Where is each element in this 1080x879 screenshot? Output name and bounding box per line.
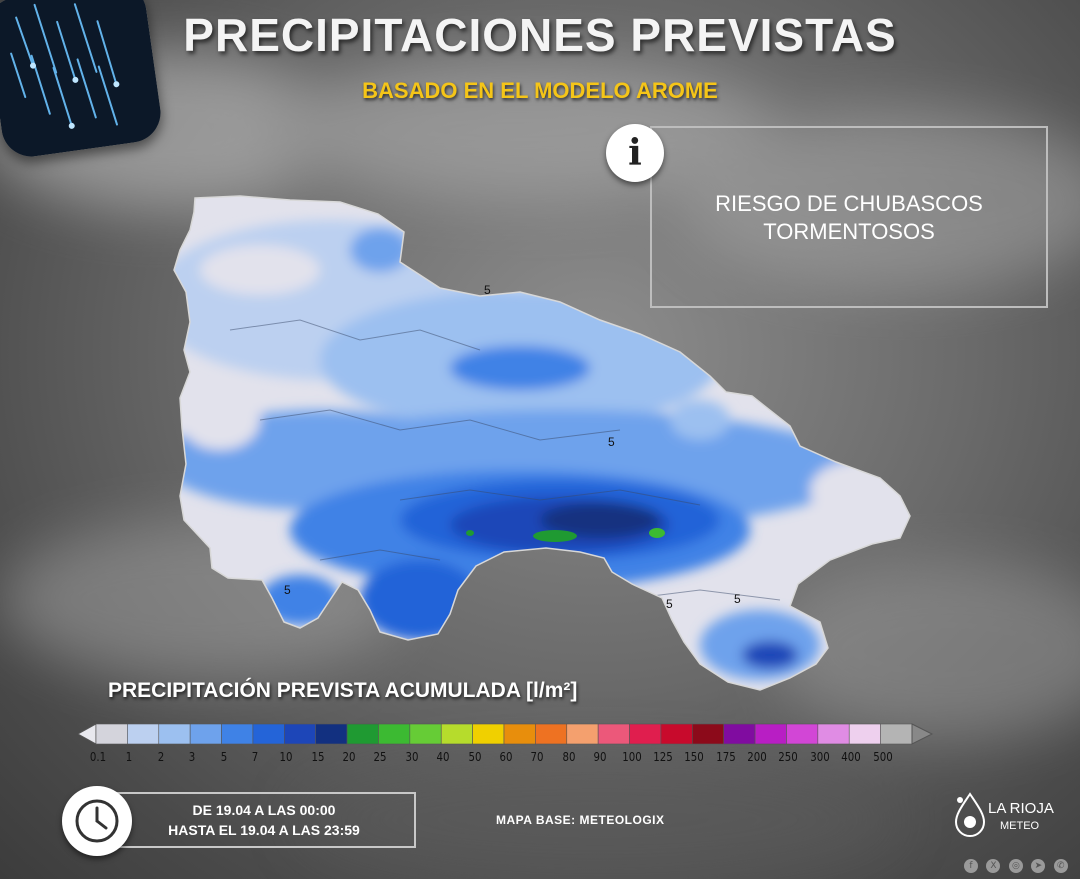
legend-tick-label: 2 bbox=[157, 750, 165, 764]
legend-swatch bbox=[692, 723, 724, 745]
legend-tick-label: 10 bbox=[279, 750, 293, 764]
info-line-1: RIESGO DE CHUBASCOS bbox=[715, 191, 983, 216]
legend-tick-label: 175 bbox=[715, 750, 736, 764]
legend-tick-label: 400 bbox=[841, 750, 861, 764]
page-subtitle: BASADO EN EL MODELO AROME bbox=[362, 78, 718, 103]
legend-tick-label: 300 bbox=[810, 750, 830, 764]
contour-label: 5 bbox=[666, 597, 673, 611]
legend-swatch bbox=[817, 723, 850, 745]
legend-swatch bbox=[880, 723, 913, 745]
legend-tick-label: 60 bbox=[499, 750, 513, 764]
legend-tick-label: 0.1 bbox=[89, 750, 107, 764]
x-icon[interactable]: X bbox=[986, 859, 1001, 873]
legend-swatch bbox=[378, 723, 411, 745]
page-title: PRECIPITACIONES PREVISTAS bbox=[183, 9, 897, 61]
legend-swatch bbox=[158, 723, 191, 745]
contour-label: 5 bbox=[284, 583, 291, 597]
legend-tick-label: 100 bbox=[621, 750, 642, 764]
legend-tick-label: 500 bbox=[872, 750, 893, 764]
legend-swatch bbox=[629, 723, 662, 745]
legend-over-arrow bbox=[911, 723, 934, 745]
legend-tick-label: 15 bbox=[311, 750, 325, 764]
info-line-2: TORMENTOSOS bbox=[763, 219, 935, 244]
legend-swatch bbox=[409, 723, 442, 745]
legend-swatch bbox=[660, 723, 693, 745]
legend-tick-label: 90 bbox=[593, 750, 607, 764]
legend-swatch bbox=[472, 723, 505, 745]
legend-tick-label: 40 bbox=[436, 750, 450, 764]
legend-tick-label: 125 bbox=[653, 750, 673, 764]
legend-title: PRECIPITACIÓN PREVISTA ACUMULADA [l/m²] bbox=[108, 679, 578, 702]
social-links: f X ◎ ➤ ✆ bbox=[964, 855, 1072, 873]
legend-tick-label: 30 bbox=[405, 750, 419, 764]
legend-swatch bbox=[440, 723, 473, 745]
logo-name: LA RIOJA bbox=[988, 800, 1054, 817]
legend-tick-label: 200 bbox=[747, 750, 767, 764]
legend-swatch bbox=[252, 723, 285, 745]
legend-tick-label: 250 bbox=[778, 750, 799, 764]
whatsapp-icon[interactable]: ✆ bbox=[1053, 859, 1068, 873]
legend-tick-label: 5 bbox=[220, 750, 227, 764]
facebook-icon[interactable]: f bbox=[964, 859, 978, 873]
date-from: DE 19.04 A LAS 00:00 bbox=[192, 802, 336, 818]
logo-sub: METEO bbox=[1000, 820, 1040, 832]
legend-tick-label: 1 bbox=[126, 750, 133, 764]
contour-label: 5 bbox=[734, 592, 741, 606]
legend-swatch bbox=[189, 723, 222, 745]
legend-swatch bbox=[221, 723, 254, 745]
legend-tick-label: 80 bbox=[562, 750, 576, 764]
legend-swatch bbox=[535, 723, 568, 745]
contour-label: 5 bbox=[608, 435, 615, 449]
legend-tick-label: 7 bbox=[251, 750, 259, 764]
legend-swatch bbox=[95, 723, 128, 745]
legend-tick-label: 3 bbox=[188, 750, 196, 764]
legend-swatch bbox=[346, 723, 379, 745]
legend-swatch bbox=[848, 723, 881, 745]
instagram-icon[interactable]: ◎ bbox=[1008, 859, 1023, 873]
legend-tick-label: 70 bbox=[530, 750, 544, 764]
legend-tick-label: 20 bbox=[342, 750, 356, 764]
legend-swatch bbox=[315, 723, 348, 745]
legend-swatch bbox=[503, 723, 536, 745]
clock-icon bbox=[62, 786, 132, 856]
map-base-credit: MAPA BASE: METEOLOGIX bbox=[496, 813, 665, 827]
contour-label: 5 bbox=[484, 283, 491, 297]
legend-swatch bbox=[786, 723, 819, 745]
legend-labels: 0.1 1 2 3 5 7 10 15 20 25 30 40 50 60 70 80 90 100 125 150 1… bbox=[0, 750, 1080, 770]
info-panel: RIESGO DE CHUBASCOS TORMENTOSOS bbox=[650, 126, 1048, 308]
date-to: HASTA EL 19.04 A LAS 23:59 bbox=[168, 822, 360, 838]
legend-swatch bbox=[284, 723, 316, 745]
legend-swatch bbox=[566, 723, 599, 745]
rain-icon bbox=[0, 0, 165, 161]
legend-swatch bbox=[127, 723, 160, 745]
logo: LA RIOJA METEO bbox=[950, 790, 1070, 850]
legend-swatch bbox=[597, 723, 630, 745]
legend-swatch bbox=[754, 723, 787, 745]
info-text: RIESGO DE CHUBASCOS TORMENTOSOS bbox=[652, 190, 1046, 246]
info-icon: i bbox=[606, 124, 664, 182]
legend-tick-label: 150 bbox=[684, 750, 705, 764]
legend-tick-label: 50 bbox=[468, 750, 482, 764]
legend-swatch bbox=[723, 723, 756, 745]
telegram-icon[interactable]: ➤ bbox=[1031, 859, 1046, 873]
legend-color-bar bbox=[78, 723, 934, 745]
legend-under-arrow bbox=[78, 723, 97, 745]
date-range-box: DE 19.04 A LAS 00:00 HASTA EL 19.04 A LA… bbox=[112, 792, 416, 848]
legend-tick-label: 25 bbox=[373, 750, 387, 764]
